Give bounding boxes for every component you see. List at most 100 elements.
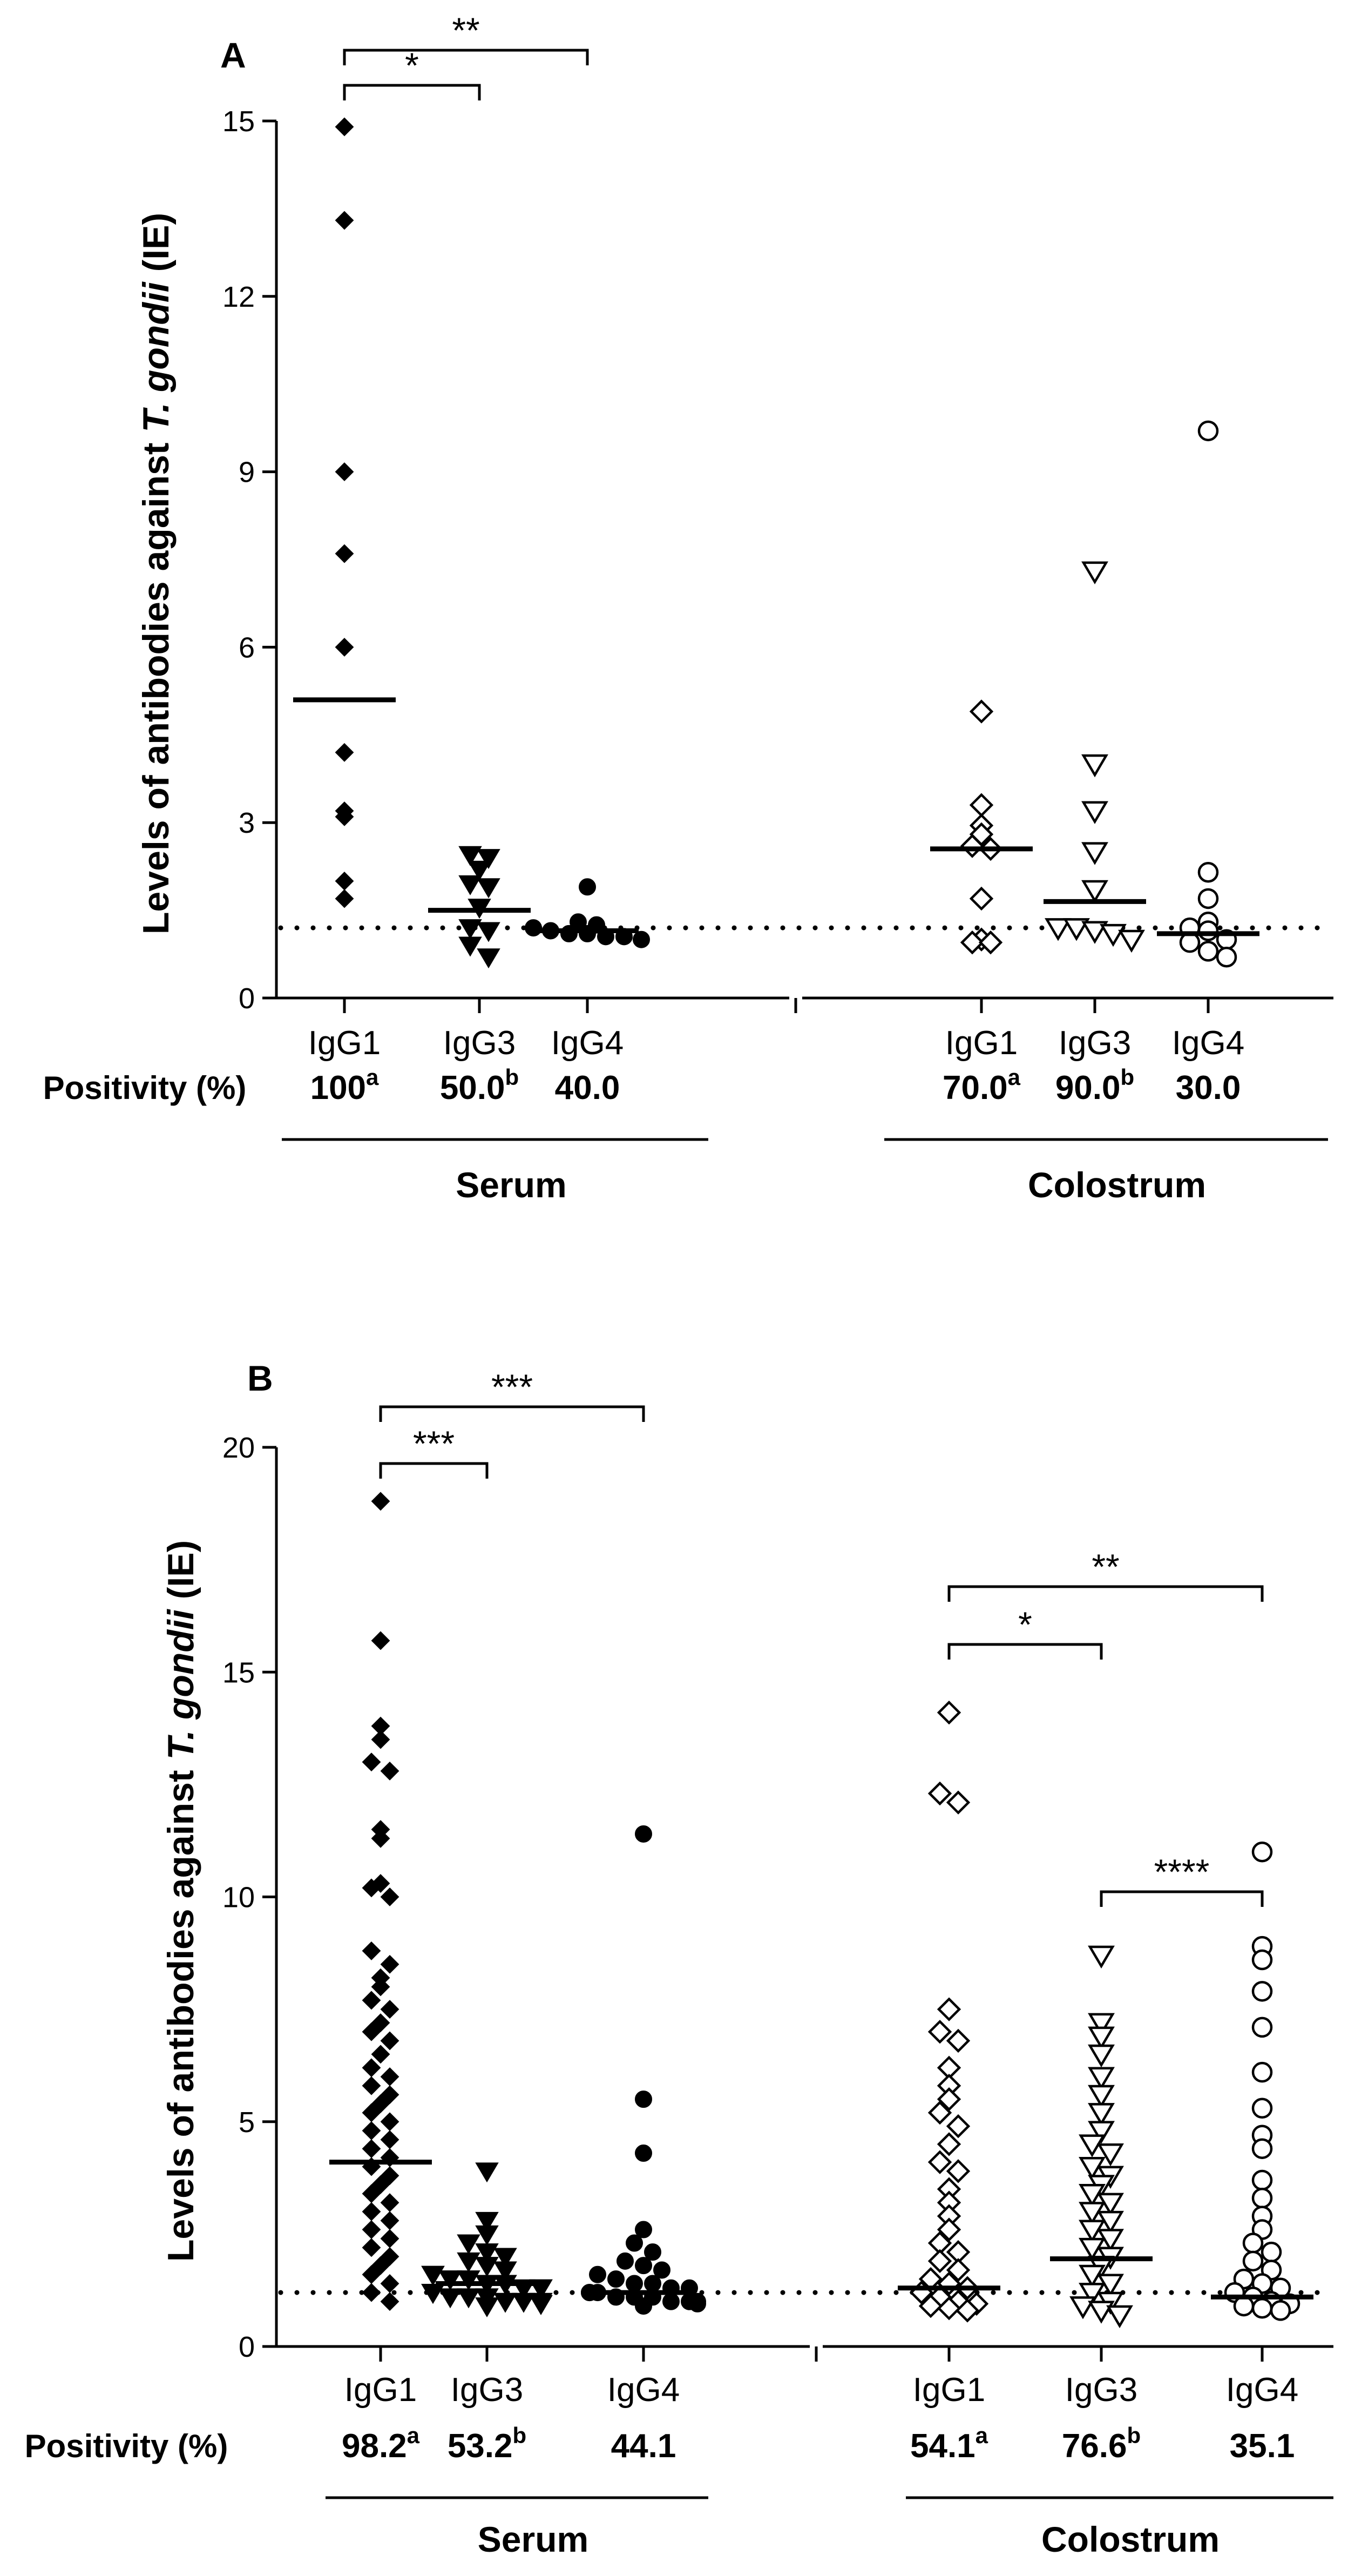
data-point <box>371 1977 390 1997</box>
data-point <box>380 2130 399 2149</box>
data-point <box>918 2294 943 2318</box>
data-point <box>1081 801 1108 824</box>
data-point <box>1251 2169 1273 2191</box>
x-tick-label: IgG1 <box>945 1024 1018 1062</box>
significance-label: * <box>1018 1604 1032 1644</box>
positivity-value: 50.0b <box>440 1064 519 1107</box>
data-point <box>1097 2274 1124 2297</box>
data-point <box>946 2159 971 2183</box>
x-tick-label: IgG1 <box>308 1024 381 1062</box>
data-point <box>493 2261 517 2282</box>
data-point <box>335 637 354 657</box>
data-point <box>362 1941 381 1960</box>
data-point <box>635 1825 652 1843</box>
data-point <box>946 1790 971 1815</box>
serum-igg1-group: IgG1 98.2a <box>329 1492 432 2465</box>
data-point <box>1088 2301 1115 2324</box>
positivity-value: 35.1 <box>1230 2427 1295 2465</box>
data-point <box>380 2067 399 2086</box>
data-point <box>1270 2300 1291 2321</box>
data-point <box>1242 2250 1264 2272</box>
panel-a-letter: A <box>220 35 246 75</box>
bracket-line <box>379 1405 645 1422</box>
y-tick-label: 15 <box>222 105 255 138</box>
data-point <box>969 699 994 724</box>
data-point <box>468 860 491 881</box>
data-point <box>1081 921 1108 944</box>
data-point <box>475 2257 499 2277</box>
y-axis-title-prefix: Levels of antibodies against <box>136 433 177 935</box>
group-label-colostrum: Colostrum <box>1028 1165 1206 1205</box>
data-point <box>946 2114 971 2139</box>
data-point <box>475 2297 499 2318</box>
colostrum-igg3-group: IgG3 76.6b <box>1050 1945 1153 2465</box>
y-tick-label: 20 <box>222 1432 255 1464</box>
data-point <box>362 2058 381 2078</box>
significance-label: ** <box>452 10 479 50</box>
data-point <box>1097 2143 1124 2167</box>
data-point <box>946 2028 971 2053</box>
data-point <box>969 886 994 911</box>
data-point <box>617 2252 634 2270</box>
significance-label: *** <box>491 1367 533 1407</box>
positivity-number: 50.0 <box>440 1069 505 1107</box>
y-axis-title: Levels of antibodies against T. gondii (… <box>160 1540 201 2262</box>
significance-label: *** <box>413 1424 455 1464</box>
y-tick-label: 6 <box>239 631 255 664</box>
data-point <box>380 2166 399 2186</box>
y-tick-label: 12 <box>222 281 255 313</box>
x-tick-label: IgG4 <box>1172 1024 1244 1062</box>
data-point <box>362 1752 381 1772</box>
data-point <box>1251 1981 1273 2002</box>
data-point <box>1251 2138 1273 2159</box>
data-point <box>380 2085 399 2105</box>
data-point <box>362 2121 381 2140</box>
positivity-label: Positivity (%) <box>43 1070 247 1106</box>
data-point <box>1118 929 1145 953</box>
x-tick-label: IgG4 <box>1226 2371 1298 2409</box>
positivity-superscript: a <box>407 2423 420 2448</box>
data-point <box>362 2238 381 2257</box>
data-point <box>937 2296 961 2321</box>
data-point <box>362 1878 381 1898</box>
positivity-number: 76.6 <box>1062 2427 1127 2465</box>
data-point <box>1251 2061 1273 2083</box>
data-point <box>1079 2157 1106 2180</box>
data-point <box>380 2000 399 2019</box>
data-point <box>1088 2085 1115 2108</box>
data-point <box>371 2094 390 2113</box>
data-point <box>371 1631 390 1650</box>
significance-bracket: * <box>343 45 481 100</box>
y-tick-label: 15 <box>222 1656 255 1689</box>
data-point <box>380 2112 399 2132</box>
positivity-value: 30.0 <box>1176 1069 1241 1107</box>
data-point <box>1097 2193 1124 2216</box>
positivity-number: 100 <box>310 1069 366 1107</box>
group-label-serum: Serum <box>478 2519 588 2559</box>
data-point <box>635 2297 652 2315</box>
data-point <box>475 2211 499 2232</box>
data-point <box>937 1700 961 1725</box>
data-point <box>380 2247 399 2266</box>
data-point <box>380 1761 399 1781</box>
data-point <box>662 2292 680 2310</box>
y-axis-title-suffix: (IE) <box>136 213 177 282</box>
significance-bracket: ** <box>947 1547 1264 1602</box>
data-point <box>438 2288 462 2309</box>
data-point <box>1197 888 1219 909</box>
data-point <box>335 211 354 230</box>
group-label-serum: Serum <box>456 1165 566 1205</box>
data-point <box>1079 2134 1106 2157</box>
y-tick-label: 5 <box>239 2106 255 2139</box>
data-point <box>362 2139 381 2159</box>
data-point <box>475 2225 499 2245</box>
data-point <box>458 936 482 957</box>
y-tick-label: 9 <box>239 456 255 489</box>
positivity-number: 44.1 <box>611 2427 676 2465</box>
data-point <box>1251 1949 1273 1971</box>
data-point <box>457 2270 480 2291</box>
y-axis-title-italic: T. gondii <box>136 281 177 432</box>
data-point <box>653 2261 670 2279</box>
